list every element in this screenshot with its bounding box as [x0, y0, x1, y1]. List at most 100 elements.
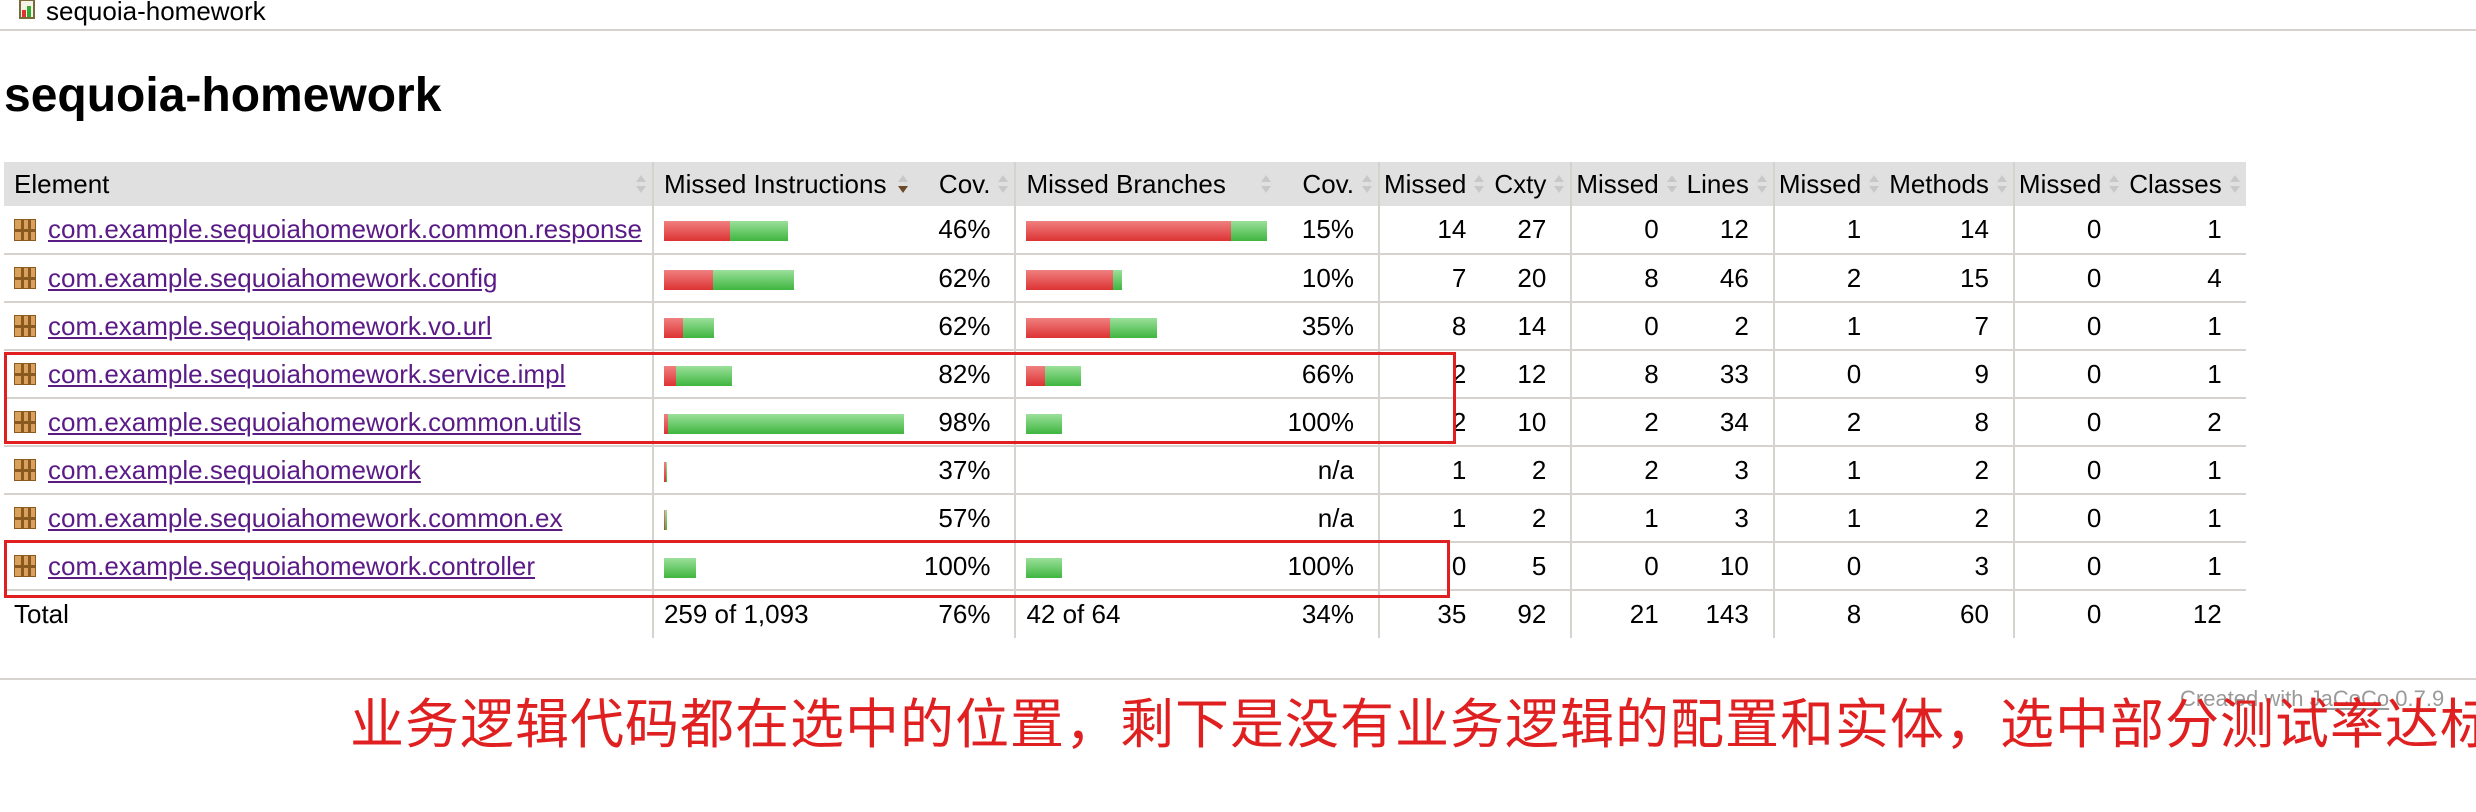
instruction-coverage-bar [663, 509, 667, 530]
lines: 46 [1682, 254, 1774, 303]
package-icon [14, 459, 36, 481]
package-link[interactable]: com.example.sequoiahomework.common.utils [48, 406, 582, 437]
branch-coverage-bar [1026, 317, 1158, 338]
sort-icon [998, 175, 1009, 193]
sort-icon [1261, 175, 1272, 193]
branch-coverage-bar [1026, 269, 1123, 290]
branch-bar-cell [1014, 494, 1278, 543]
table-row: com.example.sequoiahomework.common.utils… [4, 398, 2246, 447]
col-cxty[interactable]: Cxty [1490, 162, 1572, 206]
instruction-coverage-bar-covered [712, 269, 794, 290]
sort-icon [1996, 175, 2007, 193]
package-icon [14, 555, 36, 577]
missed-methods: 1 [1772, 302, 1886, 351]
package-link[interactable]: com.example.sequoiahomework.service.impl [48, 358, 566, 389]
branch-coverage-bar-missed [1026, 269, 1114, 290]
missed-classes: 0 [2012, 542, 2126, 591]
branch-coverage-bar-covered [1026, 413, 1063, 434]
branch-coverage: 100% [1277, 398, 1379, 447]
branch-bar-cell [1014, 206, 1278, 255]
total-missed-methods: 8 [1772, 590, 1886, 638]
branch-coverage-bar-covered [1110, 317, 1158, 338]
instruction-coverage-bar [663, 221, 788, 242]
branch-coverage: 100% [1277, 542, 1379, 591]
instruction-coverage-bar [663, 557, 696, 578]
col-missed-classes[interactable]: Missed [2012, 162, 2126, 206]
sort-icon [1474, 175, 1485, 193]
missed-methods: 2 [1772, 254, 1886, 303]
col-missed-cxty[interactable]: Missed [1377, 162, 1491, 206]
branch-coverage: 15% [1277, 206, 1379, 255]
total-cxty: 92 [1517, 599, 1547, 629]
instruction-coverage: 37% [913, 446, 1016, 495]
package-link[interactable]: com.example.sequoiahomework.config [48, 262, 498, 293]
missed-classes: 0 [2012, 302, 2126, 351]
missed-complexity: 8 [1377, 302, 1491, 351]
package-link[interactable]: com.example.sequoiahomework.vo.url [48, 310, 492, 341]
instruction-coverage-bar-covered [682, 317, 714, 338]
missed-classes: 0 [2012, 254, 2126, 303]
package-link[interactable]: com.example.sequoiahomework [48, 454, 421, 485]
branch-coverage-bar-missed [1026, 365, 1046, 386]
instruction-coverage-bar [663, 365, 732, 386]
table-row: com.example.sequoiahomework.common.respo… [4, 206, 2246, 255]
instruction-coverage-bar [663, 269, 794, 290]
package-link[interactable]: com.example.sequoiahomework.controller [48, 550, 536, 581]
element-cell: com.example.sequoiahomework.controller [4, 542, 653, 591]
instruction-bar-cell [651, 494, 914, 543]
branch-coverage-bar [1026, 221, 1268, 242]
branch-coverage: 35% [1277, 302, 1379, 351]
missed-lines: 0 [1570, 542, 1683, 591]
sort-icon [635, 175, 646, 193]
branch-bar-cell [1014, 302, 1278, 351]
col-missed-lines[interactable]: Missed [1570, 162, 1683, 206]
package-link[interactable]: com.example.sequoiahomework.common.respo… [48, 214, 642, 244]
branch-coverage-bar-covered [1045, 365, 1082, 386]
instruction-coverage-bar-missed [663, 461, 666, 482]
instruction-coverage: 82% [913, 350, 1016, 399]
instruction-coverage: 100% [913, 542, 1016, 591]
branch-coverage: 10% [1277, 254, 1379, 303]
instruction-coverage-bar [663, 317, 714, 338]
complexity: 5 [1490, 542, 1572, 591]
total-branch-coverage: 34% [1301, 599, 1354, 629]
col-missed-branches[interactable]: Missed Branches [1014, 162, 1278, 206]
col-methods[interactable]: Methods [1885, 162, 2014, 206]
classes: 1 [2125, 302, 2246, 351]
instruction-coverage-bar-covered [663, 557, 696, 578]
table-row: com.example.sequoiahomework 37% n/a 1 2 2 3 1 2 0… [4, 446, 2246, 495]
package-icon [14, 411, 36, 433]
methods: 7 [1885, 302, 2014, 351]
instruction-bar-cell [651, 254, 914, 303]
branch-coverage-bar [1026, 413, 1063, 434]
element-cell: com.example.sequoiahomework.config [4, 254, 653, 303]
missed-lines: 0 [1570, 206, 1683, 255]
col-instr-coverage[interactable]: Cov. [913, 162, 1016, 206]
lines: 34 [1682, 398, 1774, 447]
col-element[interactable]: Element [4, 162, 653, 206]
package-link[interactable]: com.example.sequoiahomework.common.ex [48, 502, 563, 533]
jacoco-link[interactable]: JaCoCo [2309, 686, 2390, 711]
highlight-box-controller [4, 540, 1450, 598]
missed-classes: 0 [2012, 206, 2126, 255]
report-icon [16, 0, 38, 21]
instruction-bar-cell [651, 542, 914, 591]
missed-classes: 0 [2012, 446, 2126, 495]
branch-coverage-bar-missed [1026, 221, 1232, 242]
col-lines[interactable]: Lines [1682, 162, 1774, 206]
branch-coverage-bar-covered [1026, 557, 1063, 578]
classes: 1 [2125, 350, 2246, 399]
col-missed-methods[interactable]: Missed [1772, 162, 1886, 206]
missed-complexity: 2 [1377, 398, 1491, 447]
col-missed-instructions[interactable]: Missed Instructions [651, 162, 914, 206]
missed-methods: 0 [1772, 350, 1886, 399]
total-label: Total [14, 599, 69, 629]
instruction-coverage-bar-missed [663, 221, 730, 242]
footer-credit: Created with JaCoCo 0.7.9 [2180, 686, 2444, 712]
sort-icon [2109, 175, 2120, 193]
col-classes[interactable]: Classes [2125, 162, 2246, 206]
branch-coverage: 66% [1277, 350, 1379, 399]
instruction-coverage-bar-missed [663, 365, 676, 386]
package-icon [14, 315, 36, 337]
col-branch-coverage[interactable]: Cov. [1277, 162, 1379, 206]
